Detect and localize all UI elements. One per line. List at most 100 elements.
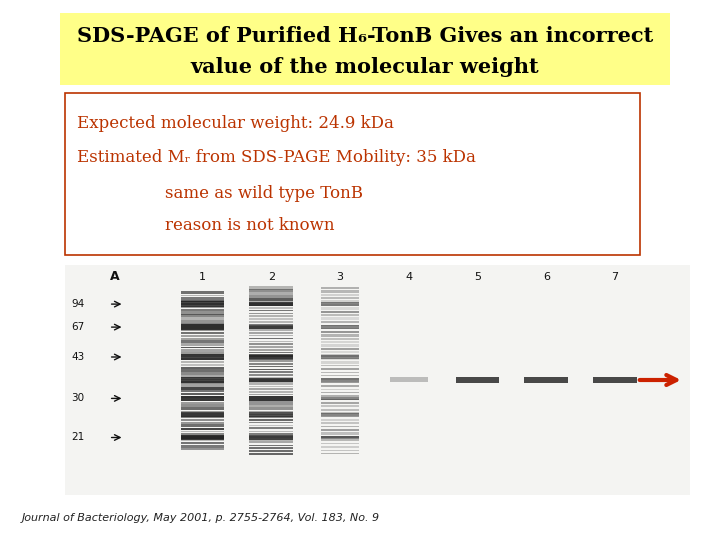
Bar — [249, 307, 293, 309]
Bar — [321, 435, 359, 438]
Bar — [249, 349, 293, 350]
Bar — [321, 287, 359, 289]
Text: 2: 2 — [268, 272, 275, 281]
Bar — [249, 376, 293, 379]
Bar — [249, 416, 293, 418]
Bar — [249, 309, 293, 312]
Bar — [181, 444, 225, 448]
Bar — [181, 404, 225, 407]
Bar — [181, 291, 225, 294]
Bar — [321, 446, 359, 448]
Bar — [249, 382, 293, 384]
Bar — [181, 329, 225, 332]
Bar — [249, 453, 293, 455]
Bar — [321, 330, 359, 333]
Bar — [321, 384, 359, 387]
Bar — [321, 294, 359, 295]
Bar — [181, 314, 225, 318]
Bar — [321, 341, 359, 343]
Bar — [181, 416, 225, 418]
Bar — [321, 348, 359, 350]
Bar — [181, 358, 225, 360]
Bar — [321, 302, 359, 306]
Bar — [249, 433, 293, 435]
Bar — [321, 382, 359, 383]
Bar — [249, 298, 293, 301]
Bar — [321, 338, 359, 340]
Bar — [321, 413, 359, 416]
Bar — [249, 302, 293, 306]
Bar — [181, 424, 225, 427]
Bar — [181, 367, 225, 369]
Bar — [249, 352, 293, 353]
Bar — [321, 419, 359, 421]
Bar — [321, 355, 359, 359]
Bar — [249, 338, 293, 339]
Bar — [249, 412, 293, 417]
Bar — [65, 93, 640, 255]
Bar — [593, 376, 637, 383]
Bar — [181, 364, 225, 366]
Bar — [181, 396, 225, 398]
Bar — [181, 440, 225, 441]
Text: 67: 67 — [71, 322, 84, 332]
Bar — [249, 332, 293, 334]
Bar — [249, 324, 293, 325]
Bar — [181, 295, 225, 296]
Text: 30: 30 — [71, 394, 84, 403]
Bar — [321, 290, 359, 293]
Bar — [249, 410, 293, 413]
Bar — [321, 372, 359, 373]
Bar — [249, 396, 293, 401]
Bar — [181, 381, 225, 383]
Bar — [249, 313, 293, 314]
Bar — [249, 377, 293, 382]
Bar — [181, 411, 225, 417]
Bar — [249, 380, 293, 382]
Bar — [181, 436, 225, 438]
Bar — [321, 402, 359, 404]
Bar — [321, 365, 359, 367]
Text: 1: 1 — [199, 272, 206, 281]
Bar — [321, 413, 359, 414]
Bar — [249, 399, 293, 401]
Bar — [456, 376, 500, 383]
Bar — [249, 292, 293, 295]
Bar — [249, 321, 293, 323]
Bar — [249, 363, 293, 364]
Bar — [321, 328, 359, 329]
Bar — [249, 303, 293, 306]
Bar — [181, 301, 225, 307]
Bar — [249, 326, 293, 329]
Bar — [249, 396, 293, 399]
Bar — [249, 394, 293, 395]
Bar — [181, 387, 225, 389]
Bar — [321, 378, 359, 380]
Bar — [249, 346, 293, 348]
Bar — [321, 429, 359, 430]
Bar — [249, 289, 293, 292]
Bar — [321, 375, 359, 376]
Bar — [321, 357, 359, 360]
Bar — [181, 407, 225, 410]
Bar — [181, 309, 225, 311]
Bar — [181, 303, 225, 305]
Text: A: A — [110, 270, 120, 283]
Bar — [249, 341, 293, 342]
Bar — [181, 410, 225, 412]
Text: Journal of Bacteriology, May 2001, p. 2755-2764, Vol. 183, No. 9: Journal of Bacteriology, May 2001, p. 27… — [22, 513, 380, 523]
Bar — [181, 377, 225, 383]
Bar — [321, 297, 359, 299]
Bar — [181, 349, 225, 352]
Bar — [249, 438, 293, 441]
Bar — [321, 325, 359, 329]
Bar — [249, 369, 293, 370]
Bar — [321, 426, 359, 427]
Text: 94: 94 — [71, 299, 84, 309]
Bar — [249, 447, 293, 449]
Bar — [181, 390, 225, 392]
Bar — [321, 396, 359, 400]
Bar — [181, 332, 225, 334]
Bar — [181, 442, 225, 444]
Bar — [181, 379, 225, 380]
